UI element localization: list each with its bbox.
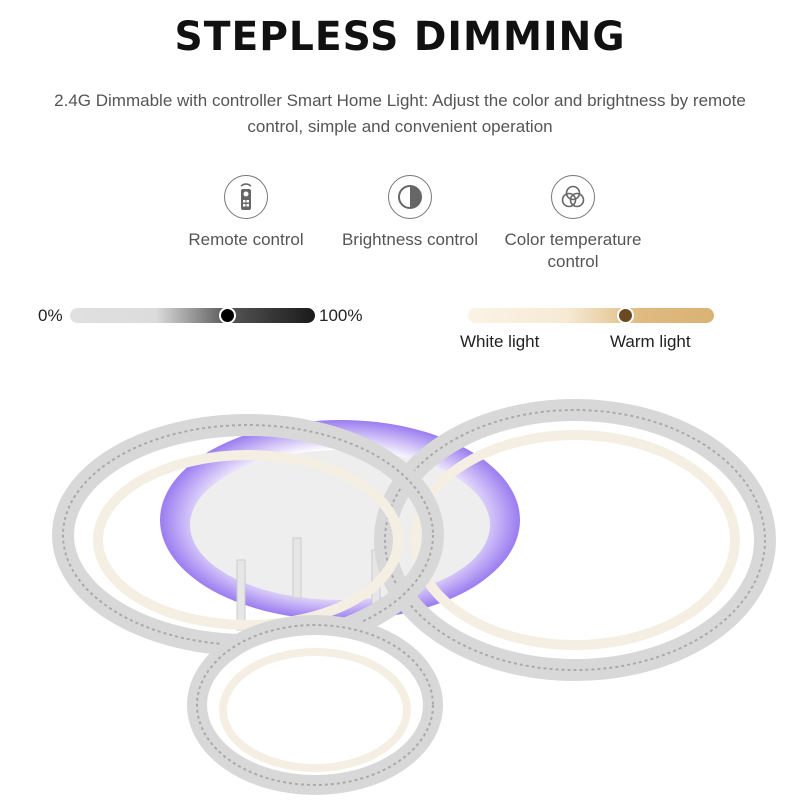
brightness-slider[interactable] bbox=[70, 307, 315, 324]
ring-small bbox=[187, 615, 443, 795]
white-light-label: White light bbox=[460, 332, 540, 351]
feature-label: Remote control bbox=[188, 230, 304, 249]
color-temperature-slider[interactable] bbox=[468, 307, 714, 324]
page-title: STEPLESS DIMMING bbox=[174, 14, 626, 60]
brightness-slider-thumb[interactable] bbox=[218, 307, 236, 324]
feature-remote: Remote control bbox=[166, 175, 326, 251]
feature-color-temperature: Color temperature control bbox=[493, 175, 653, 273]
feature-brightness: Brightness control bbox=[330, 175, 490, 251]
brightness-max-label: 100% bbox=[319, 306, 363, 325]
warm-light-label: Warm light bbox=[610, 332, 691, 351]
subtitle: 2.4G Dimmable with controller Smart Home… bbox=[54, 91, 746, 136]
ceiling-lamp-image bbox=[52, 399, 776, 795]
feature-label: Color temperature control bbox=[504, 230, 642, 271]
ring-right bbox=[374, 399, 776, 681]
brightness-min-label: 0% bbox=[38, 306, 63, 325]
color-temperature-slider-thumb[interactable] bbox=[617, 307, 635, 324]
color-temperature-icon bbox=[551, 175, 595, 219]
brightness-icon bbox=[388, 175, 432, 219]
remote-control-icon bbox=[224, 175, 268, 219]
feature-label: Brightness control bbox=[341, 230, 479, 249]
